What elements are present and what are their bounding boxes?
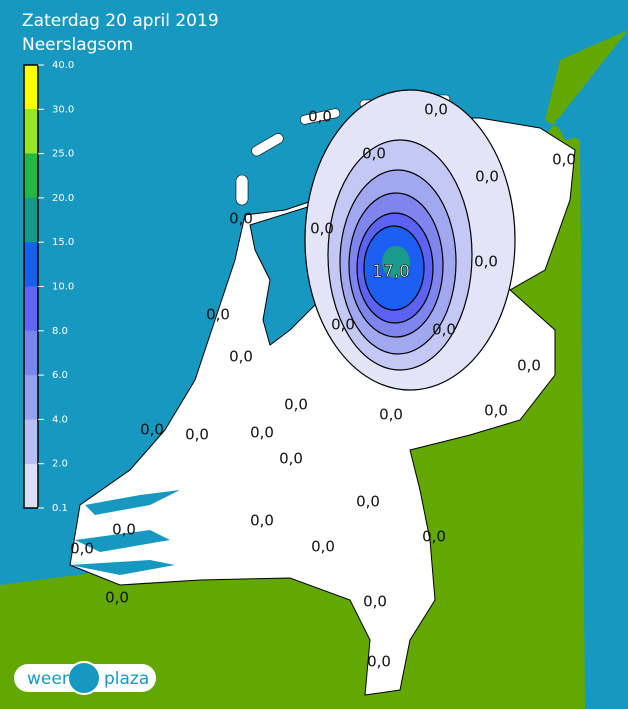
station-value: 0,0 — [70, 540, 94, 558]
station-value: 0,0 — [484, 402, 508, 420]
legend-swatch — [24, 242, 38, 287]
legend-swatch — [24, 286, 38, 331]
island — [251, 133, 284, 157]
logo: weer plaza — [14, 661, 156, 695]
max-area — [382, 246, 410, 278]
station-value: 0,0 — [552, 151, 576, 169]
legend: 40.0 30.0 25.0 20.0 15.0 10.0 8.0 6.0 4.0 2.0 0.1 — [23, 60, 74, 514]
legend-label: 10.0 — [52, 282, 74, 293]
legend-swatch — [24, 419, 38, 464]
station-value: 0,0 — [250, 512, 274, 530]
station-value: 0,0 — [422, 528, 446, 546]
station-value: 0,0 — [279, 450, 303, 468]
station-value: 0,0 — [229, 348, 253, 366]
legend-label: 4.0 — [52, 414, 68, 425]
station-value: 0,0 — [310, 220, 334, 238]
legend-swatch — [24, 65, 38, 110]
legend-swatch — [24, 109, 38, 154]
legend-swatch — [24, 463, 38, 508]
station-value: 0,0 — [432, 321, 456, 339]
legend-label: 0.1 — [52, 503, 68, 514]
legend-label: 8.0 — [52, 326, 68, 337]
legend-swatch — [24, 375, 38, 420]
sea-inlet — [555, 110, 590, 140]
legend-label: 6.0 — [52, 370, 68, 381]
station-value: 0,0 — [311, 538, 335, 556]
station-value: 0,0 — [229, 210, 253, 228]
station-value: 0,0 — [475, 168, 499, 186]
station-value: 0,0 — [356, 493, 380, 511]
legend-label: 25.0 — [52, 149, 74, 160]
legend-swatch — [24, 153, 38, 198]
station-value: 0,0 — [367, 653, 391, 671]
legend-label: 30.0 — [52, 104, 74, 115]
station-value: 0,0 — [185, 426, 209, 444]
station-value: 17,0 — [372, 262, 410, 282]
station-value: 0,0 — [206, 306, 230, 324]
station-value: 0,0 — [424, 101, 448, 119]
island — [300, 108, 341, 125]
land-abroad — [0, 30, 628, 709]
logo-left: weer — [27, 669, 69, 689]
station-value: 0,0 — [140, 421, 164, 439]
station-value: 0,0 — [362, 145, 386, 163]
station-value: 0,0 — [112, 521, 136, 539]
station-value: 0,0 — [363, 593, 387, 611]
legend-label: 40.0 — [52, 60, 74, 71]
zeeland-water — [70, 490, 180, 575]
legend-swatch — [24, 330, 38, 376]
logo-icon — [67, 661, 101, 695]
subtitle: Neerslagsom — [22, 35, 133, 55]
legend-label: 2.0 — [52, 459, 68, 470]
precipitation — [304, 89, 516, 391]
station-value: 0,0 — [250, 424, 274, 442]
station-value: 0,0 — [284, 396, 308, 414]
station-value: 0,0 — [379, 406, 403, 424]
legend-label: 15.0 — [52, 237, 74, 248]
station-value: 0,0 — [308, 108, 332, 126]
island — [235, 174, 249, 206]
station-value: 0,0 — [105, 589, 129, 607]
logo-right: plaza — [104, 669, 149, 689]
station-value: 0,0 — [517, 357, 541, 375]
legend-swatch — [24, 197, 38, 243]
station-value: 0,0 — [331, 316, 355, 334]
title: Zaterdag 20 april 2019 — [22, 11, 219, 31]
station-value: 0,0 — [474, 253, 498, 271]
legend-label: 20.0 — [52, 193, 74, 204]
